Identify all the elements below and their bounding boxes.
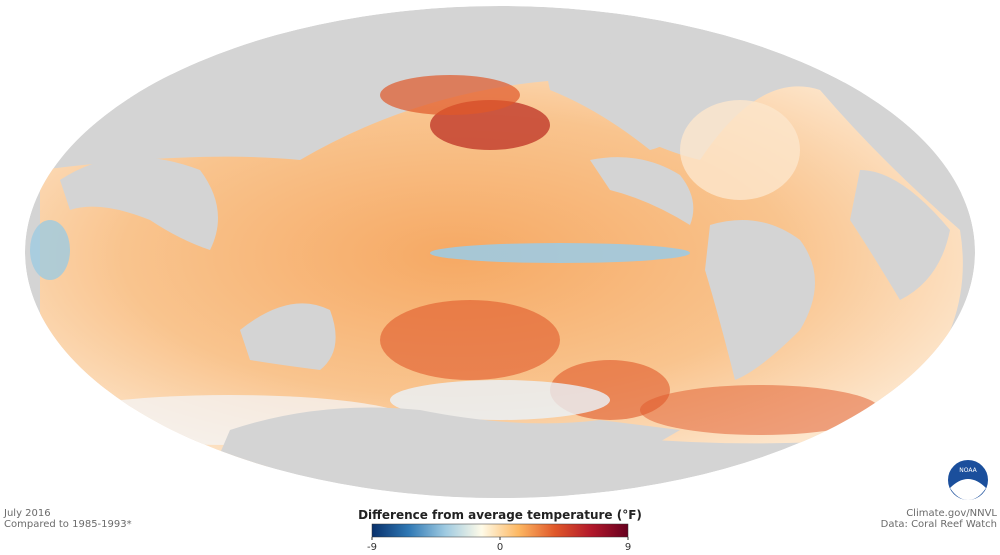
tick-label: 0 <box>497 542 503 553</box>
baseline-note: Compared to 1985-1993* <box>4 519 132 530</box>
credit-site: Climate.gov/NNVL <box>906 508 997 519</box>
date: July 2016 <box>3 508 51 519</box>
credit-source: Data: Coral Reef Watch <box>881 519 997 530</box>
color-bar <box>371 523 629 538</box>
legend-title: Difference from average temperature (°F) <box>358 508 642 522</box>
logo-text: NOAA <box>959 467 977 474</box>
tick-label: -9 <box>367 542 377 553</box>
noaa-logo: NOAA <box>946 458 990 502</box>
map <box>25 6 975 498</box>
tick-label: 9 <box>625 542 631 553</box>
